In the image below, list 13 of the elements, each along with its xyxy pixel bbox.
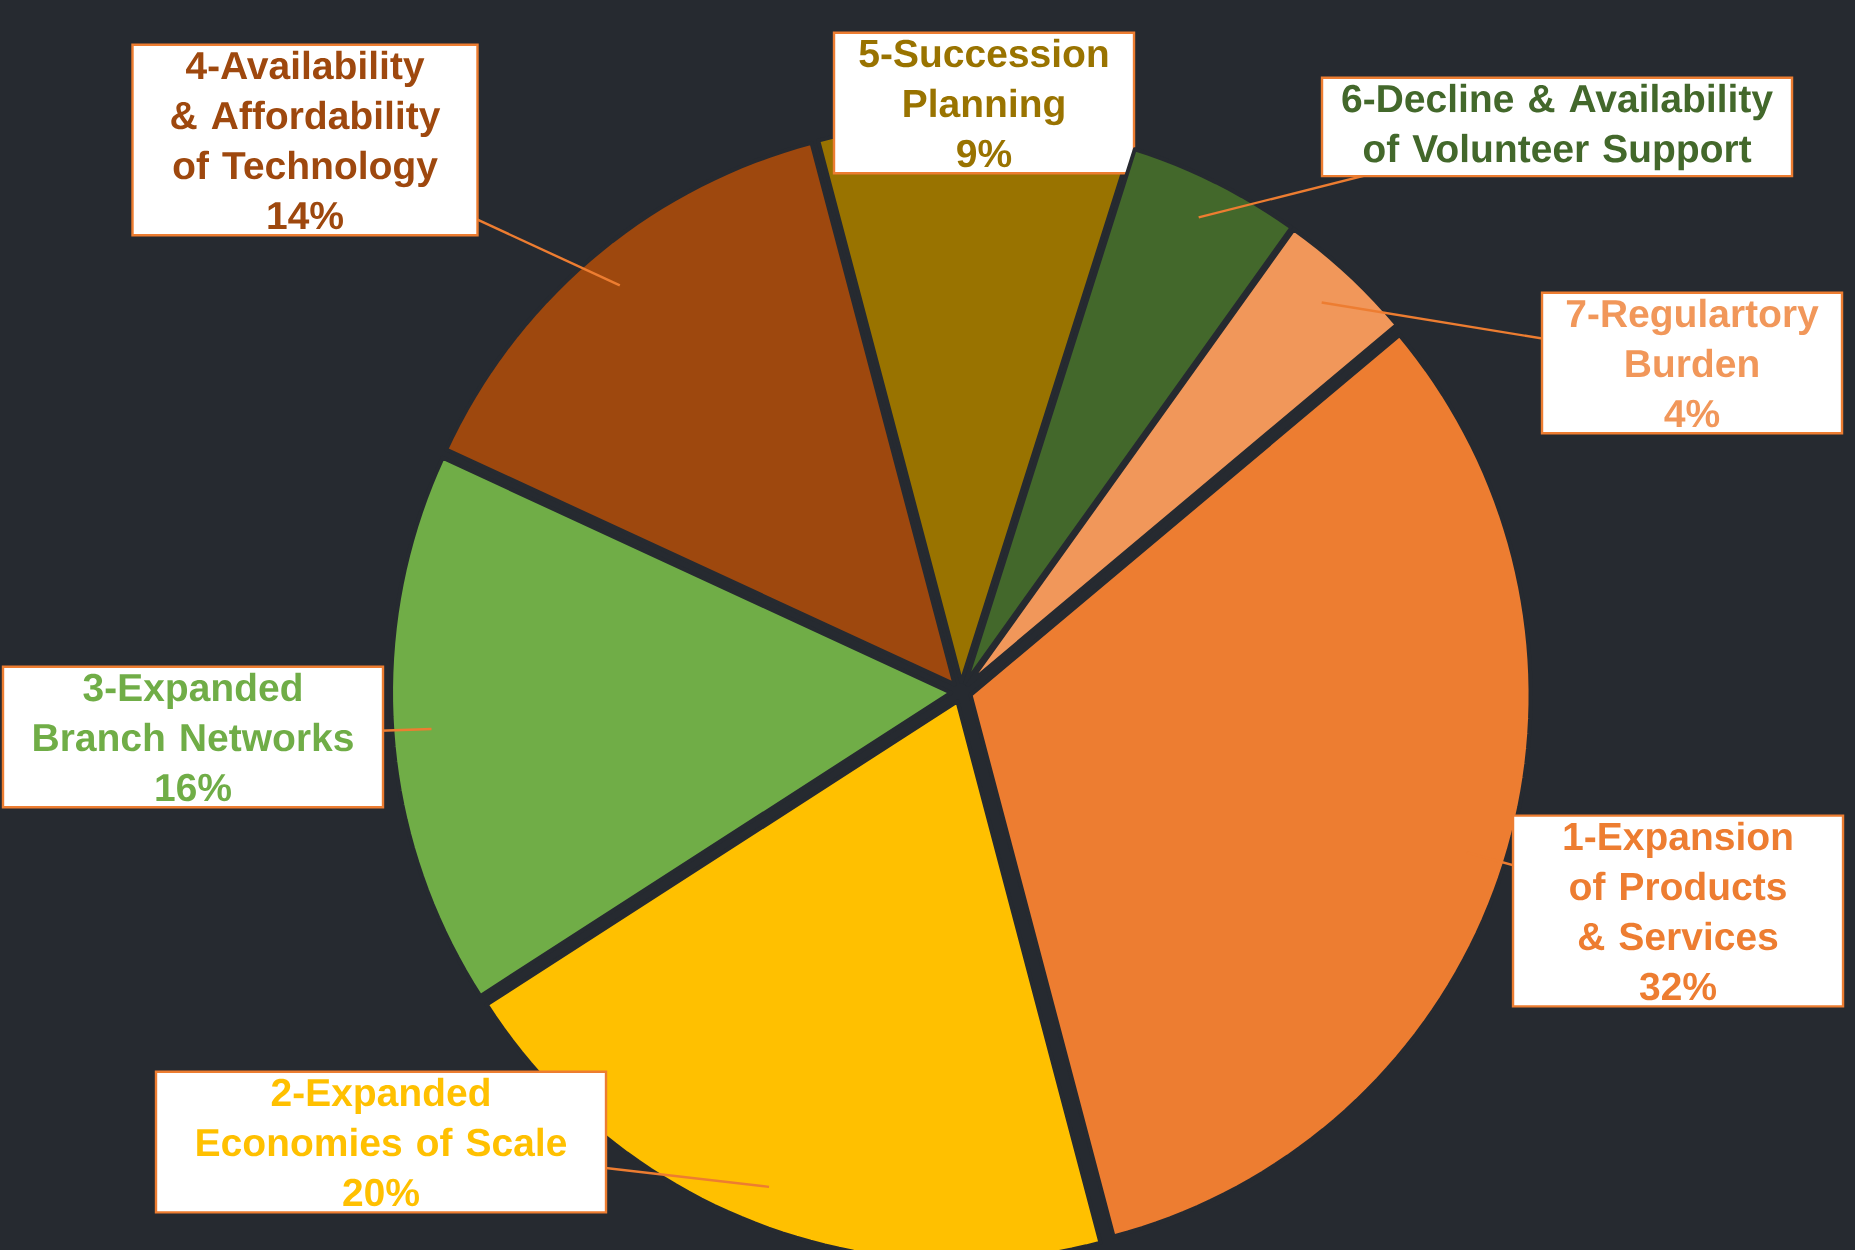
slice-label: 4-Availability & Affordability of Technology (171, 50, 441, 188)
slice-label: 2-Expanded Economies of Scale (197, 1077, 567, 1157)
slice-label: 5-Succession Planning (859, 38, 1108, 126)
data-label: 32% (1639, 972, 1716, 1001)
data-label: 9% (957, 139, 1012, 168)
data-label: 14% (268, 201, 343, 230)
slice-label: 3-Expanded Branch Networks (34, 672, 353, 752)
data-label: 4% (1664, 399, 1720, 428)
data-label: 16% (156, 773, 231, 802)
slice-label: 1-Expansion of Products & Services (1564, 821, 1792, 951)
data-label: 20% (343, 1178, 419, 1207)
slice-label: 6-Decline & Availability of Volunteer Support (1342, 83, 1773, 171)
slice-label: 7-Regulartory Burden (1566, 298, 1819, 378)
